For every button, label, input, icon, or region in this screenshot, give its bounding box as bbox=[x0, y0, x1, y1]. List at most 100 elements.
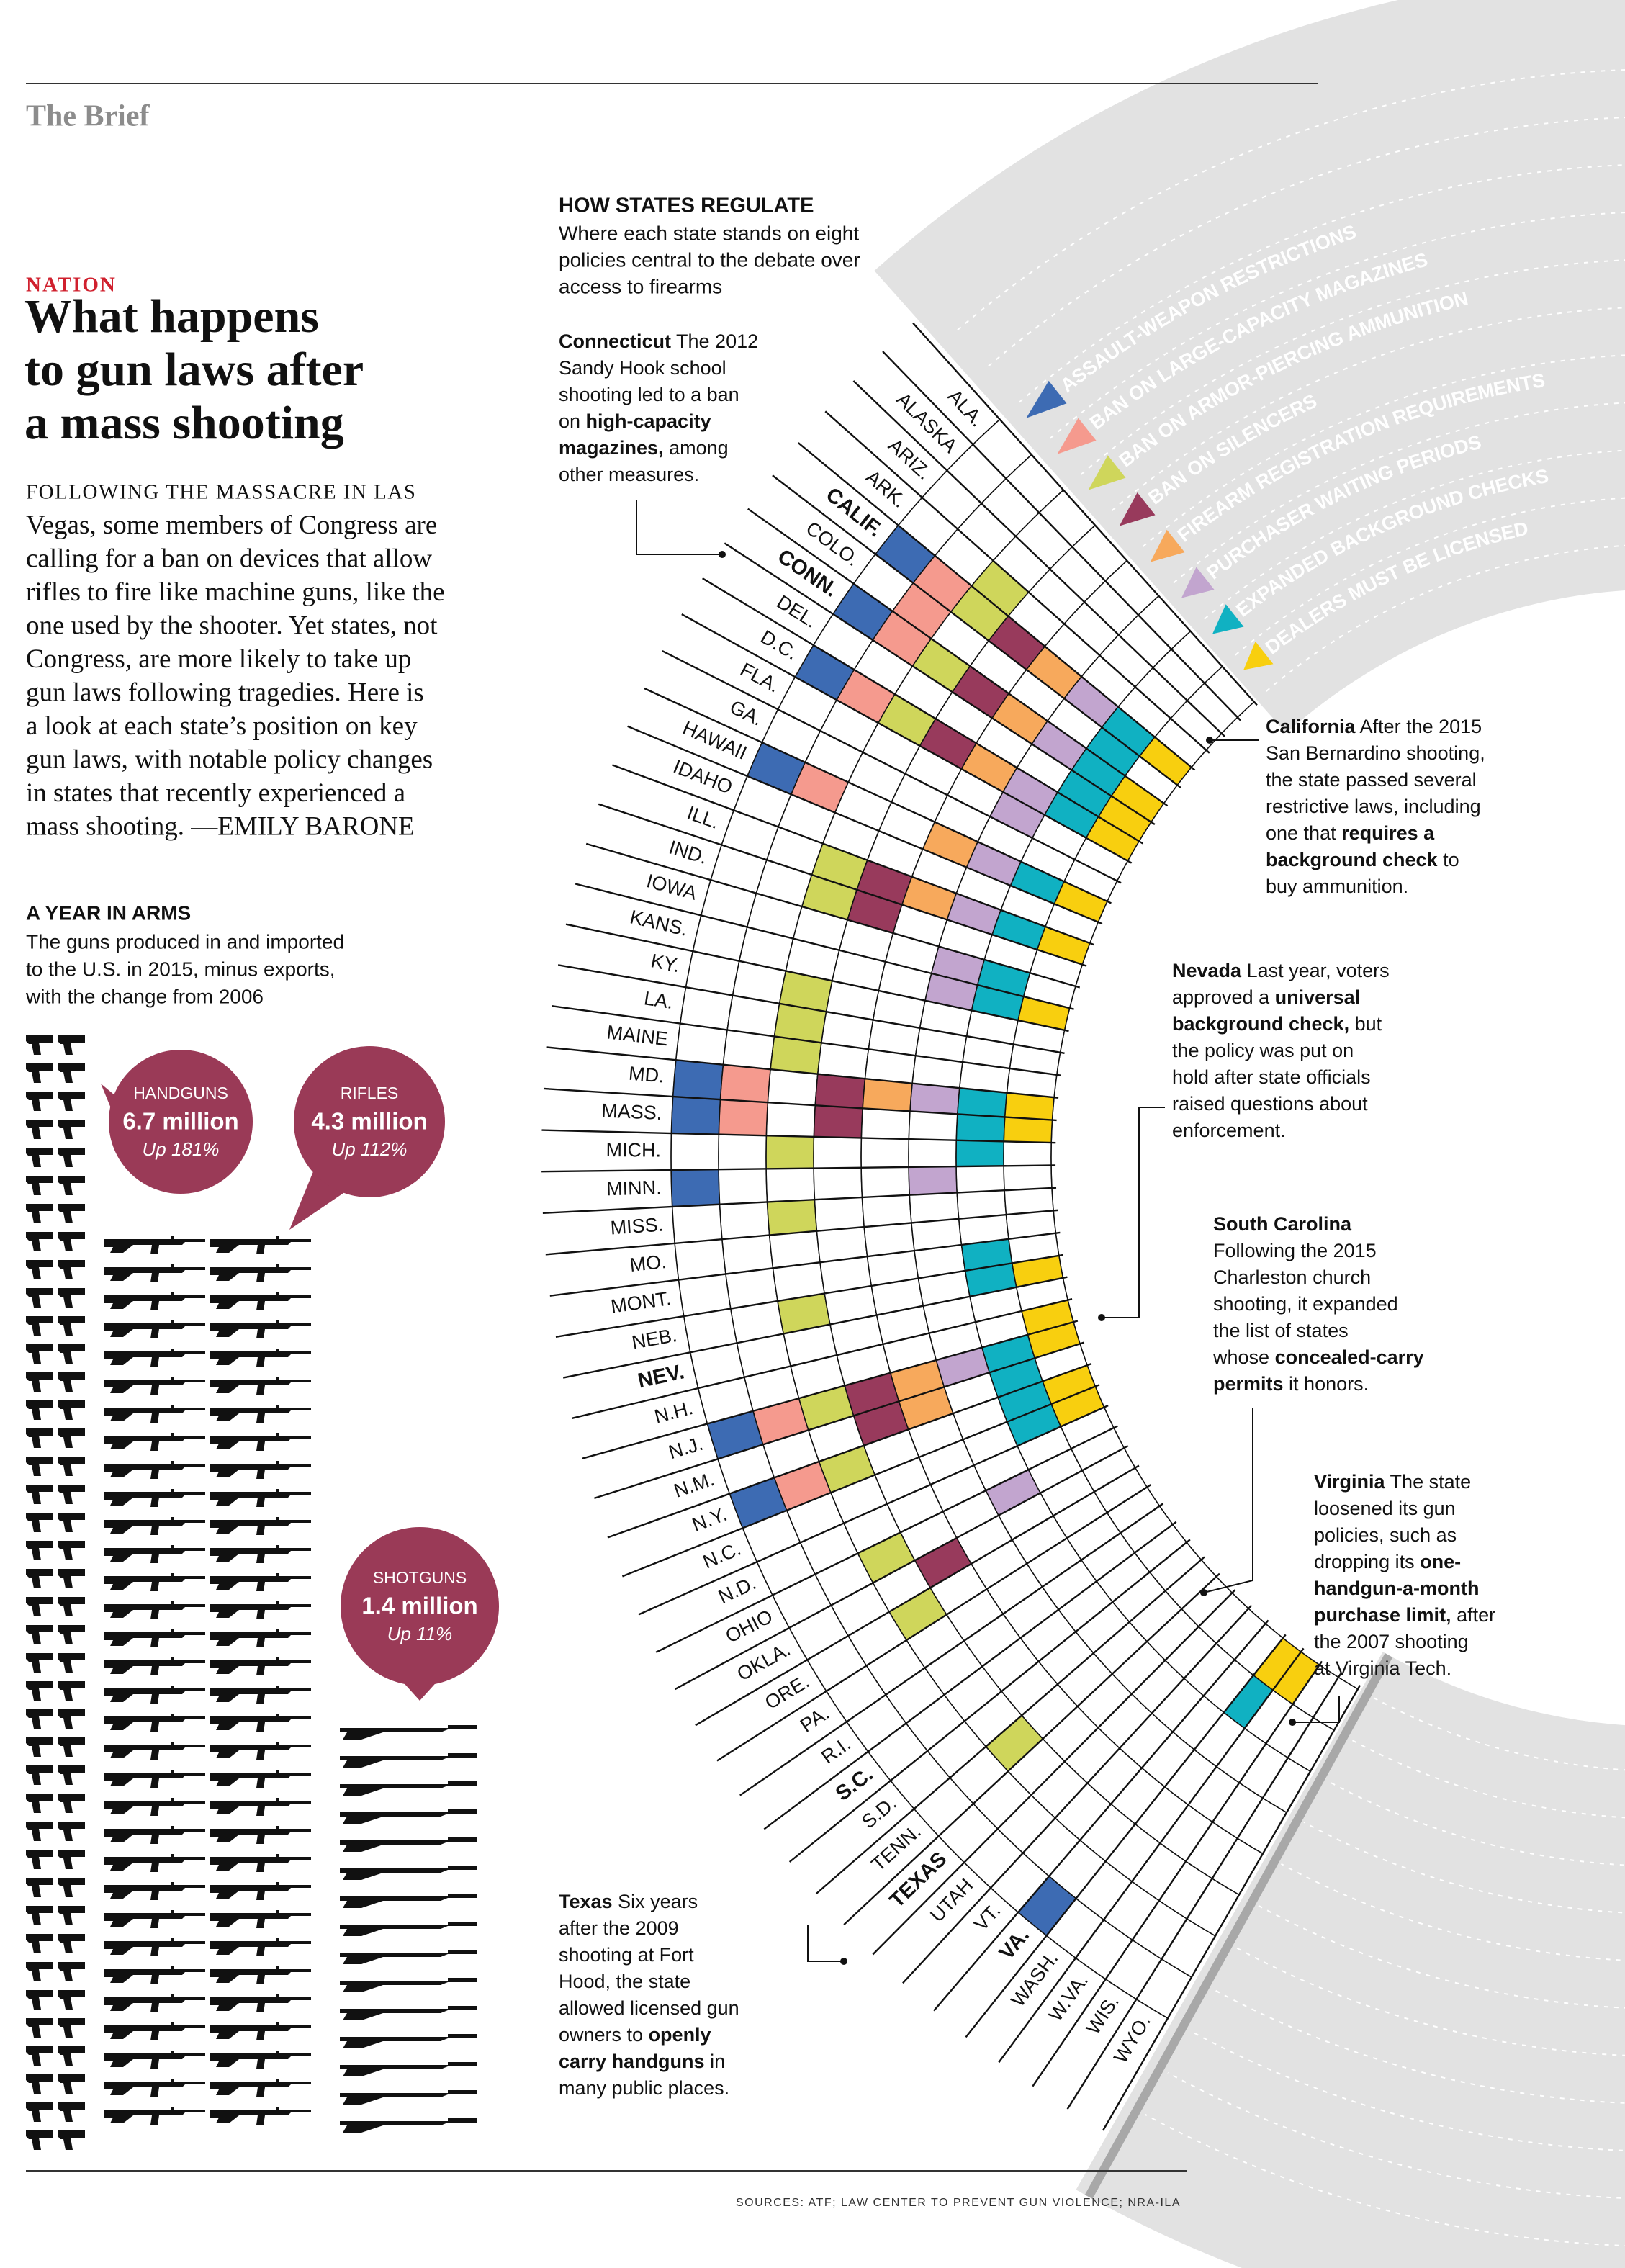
subtitle-line: The guns produced in and imported bbox=[26, 930, 344, 953]
rifle-icon bbox=[104, 1686, 205, 1704]
callout-text: background check bbox=[1266, 849, 1439, 870]
handgun-icon bbox=[58, 1457, 85, 1476]
callout-text: to bbox=[1438, 849, 1459, 870]
row-line bbox=[644, 687, 1112, 904]
handgun-icon bbox=[58, 1625, 85, 1644]
subtitle-line: to the U.S. in 2015, minus exports, bbox=[26, 958, 336, 980]
callout-line: shooting at Fort bbox=[559, 1944, 694, 1966]
handgun-icon bbox=[58, 1653, 85, 1673]
rifle-icon bbox=[104, 1770, 205, 1788]
callout-line: many public places. bbox=[559, 2077, 729, 2099]
callout-text: on bbox=[559, 410, 586, 432]
policy-cell bbox=[767, 1068, 819, 1106]
callout-line: the policy was put on bbox=[1172, 1040, 1354, 1061]
callout-line: permits it honors. bbox=[1213, 1373, 1369, 1395]
rifle-icon bbox=[104, 1292, 205, 1310]
policy-cell bbox=[1003, 1164, 1053, 1191]
callout-line: owners to openly bbox=[559, 2024, 711, 2046]
band-divider bbox=[1167, 2071, 1625, 2199]
state-label: MICH. bbox=[606, 1139, 661, 1161]
callout-text: carry handguns bbox=[559, 2051, 705, 2072]
callout-text: permits bbox=[1213, 1373, 1284, 1395]
callout-text: the 2007 shooting bbox=[1314, 1631, 1469, 1652]
rifle-icon bbox=[104, 1714, 205, 1732]
handgun-icon bbox=[26, 1288, 53, 1308]
rifle-icon bbox=[104, 1489, 205, 1507]
policy-cell bbox=[718, 1133, 768, 1170]
rifle-icon bbox=[210, 1966, 311, 1984]
policy-cell bbox=[908, 1166, 958, 1196]
handgun-icon bbox=[58, 1204, 85, 1223]
subtitle-line: Where each state stands on eight bbox=[559, 222, 859, 244]
policy-cell bbox=[813, 1104, 863, 1139]
state-label: MD. bbox=[628, 1063, 665, 1087]
state-label: ORE. bbox=[761, 1670, 813, 1714]
rifle-icon bbox=[104, 1264, 205, 1282]
callout-line: restrictive laws, including bbox=[1266, 796, 1481, 817]
rifle-icon bbox=[210, 1320, 311, 1338]
state-label: ARIZ. bbox=[884, 434, 935, 484]
state-label: N.H. bbox=[652, 1397, 696, 1428]
row-line bbox=[872, 1589, 1236, 1956]
policy-cell bbox=[672, 1059, 724, 1100]
handgun-icon bbox=[26, 1794, 53, 1813]
callout-line: Charleston church bbox=[1213, 1266, 1371, 1288]
band-divider bbox=[1173, 402, 1625, 584]
callout-text: Texas bbox=[559, 1891, 613, 1912]
callout-text: after bbox=[1451, 1604, 1496, 1626]
year-in-arms: The guns produced in and imported to the … bbox=[25, 930, 499, 2150]
policy-cell bbox=[860, 1107, 911, 1140]
state-label: OHIO bbox=[722, 1606, 776, 1647]
rifle-icon bbox=[210, 1882, 311, 1900]
callout-line: Texas Six years bbox=[559, 1891, 698, 1912]
policy-cell bbox=[672, 1204, 723, 1244]
rifle-icon bbox=[210, 1601, 311, 1619]
callout-text: allowed licensed gun bbox=[559, 1997, 739, 2019]
handgun-icon bbox=[26, 1737, 53, 1757]
handgun-icon bbox=[58, 1400, 85, 1420]
callout-line: background check to bbox=[1266, 849, 1459, 870]
band-divider bbox=[1296, 592, 1625, 729]
row-line bbox=[541, 1164, 1056, 1173]
callout-text: background check, bbox=[1172, 1013, 1349, 1035]
bubble-amount: 6.7 million bbox=[122, 1108, 238, 1135]
rifle-icon bbox=[210, 1573, 311, 1591]
policy-cell bbox=[765, 1135, 815, 1170]
column-arc bbox=[718, 454, 1192, 1978]
body-line: one used by the shooter. Yet states, not bbox=[26, 611, 438, 640]
rifle-icon bbox=[104, 1236, 205, 1254]
callout-text: San Bernardino shooting, bbox=[1266, 742, 1485, 764]
callouts: Connecticut The 2012 Sandy Hook school sho… bbox=[559, 330, 1495, 2099]
callout-line: whose concealed-carry bbox=[1212, 1346, 1424, 1368]
rifle-icon bbox=[104, 1657, 205, 1675]
callout-line: Connecticut The 2012 bbox=[559, 330, 758, 352]
callout-line: handgun-a-month bbox=[1314, 1578, 1479, 1599]
callout-text: the policy was put on bbox=[1172, 1040, 1354, 1061]
callout-text: but bbox=[1349, 1013, 1382, 1035]
handgun-icon bbox=[26, 1822, 53, 1841]
column-arc bbox=[813, 525, 1240, 1896]
rifle-icon bbox=[104, 2022, 205, 2040]
callout-text: at Virginia Tech. bbox=[1314, 1657, 1451, 1679]
row-line bbox=[594, 1341, 1085, 1500]
shotgun-icon bbox=[340, 1753, 477, 1768]
body-line: calling for a ban on devices that allow bbox=[26, 544, 432, 573]
callout-line: magazines, among bbox=[559, 437, 729, 459]
callout-text: among bbox=[664, 437, 729, 459]
handgun-icon bbox=[58, 1232, 85, 1251]
row-line bbox=[575, 883, 1074, 1010]
row-line bbox=[557, 964, 1065, 1054]
rifle-icon bbox=[104, 1994, 205, 2012]
callout-text: shooting at Fort bbox=[559, 1944, 694, 1966]
handgun-icon bbox=[58, 1513, 85, 1532]
row-line bbox=[565, 923, 1069, 1032]
policy-marker bbox=[1243, 641, 1274, 670]
rifle-icon bbox=[104, 2051, 205, 2069]
callout-text: universal bbox=[1275, 986, 1361, 1008]
callout-text: handgun-a-month bbox=[1314, 1578, 1479, 1599]
callout-text: many public places. bbox=[559, 2077, 729, 2099]
handgun-icon bbox=[58, 1878, 85, 1897]
row-line bbox=[702, 577, 1143, 845]
policy-marker bbox=[1088, 455, 1126, 490]
handgun-icon bbox=[58, 1344, 85, 1364]
